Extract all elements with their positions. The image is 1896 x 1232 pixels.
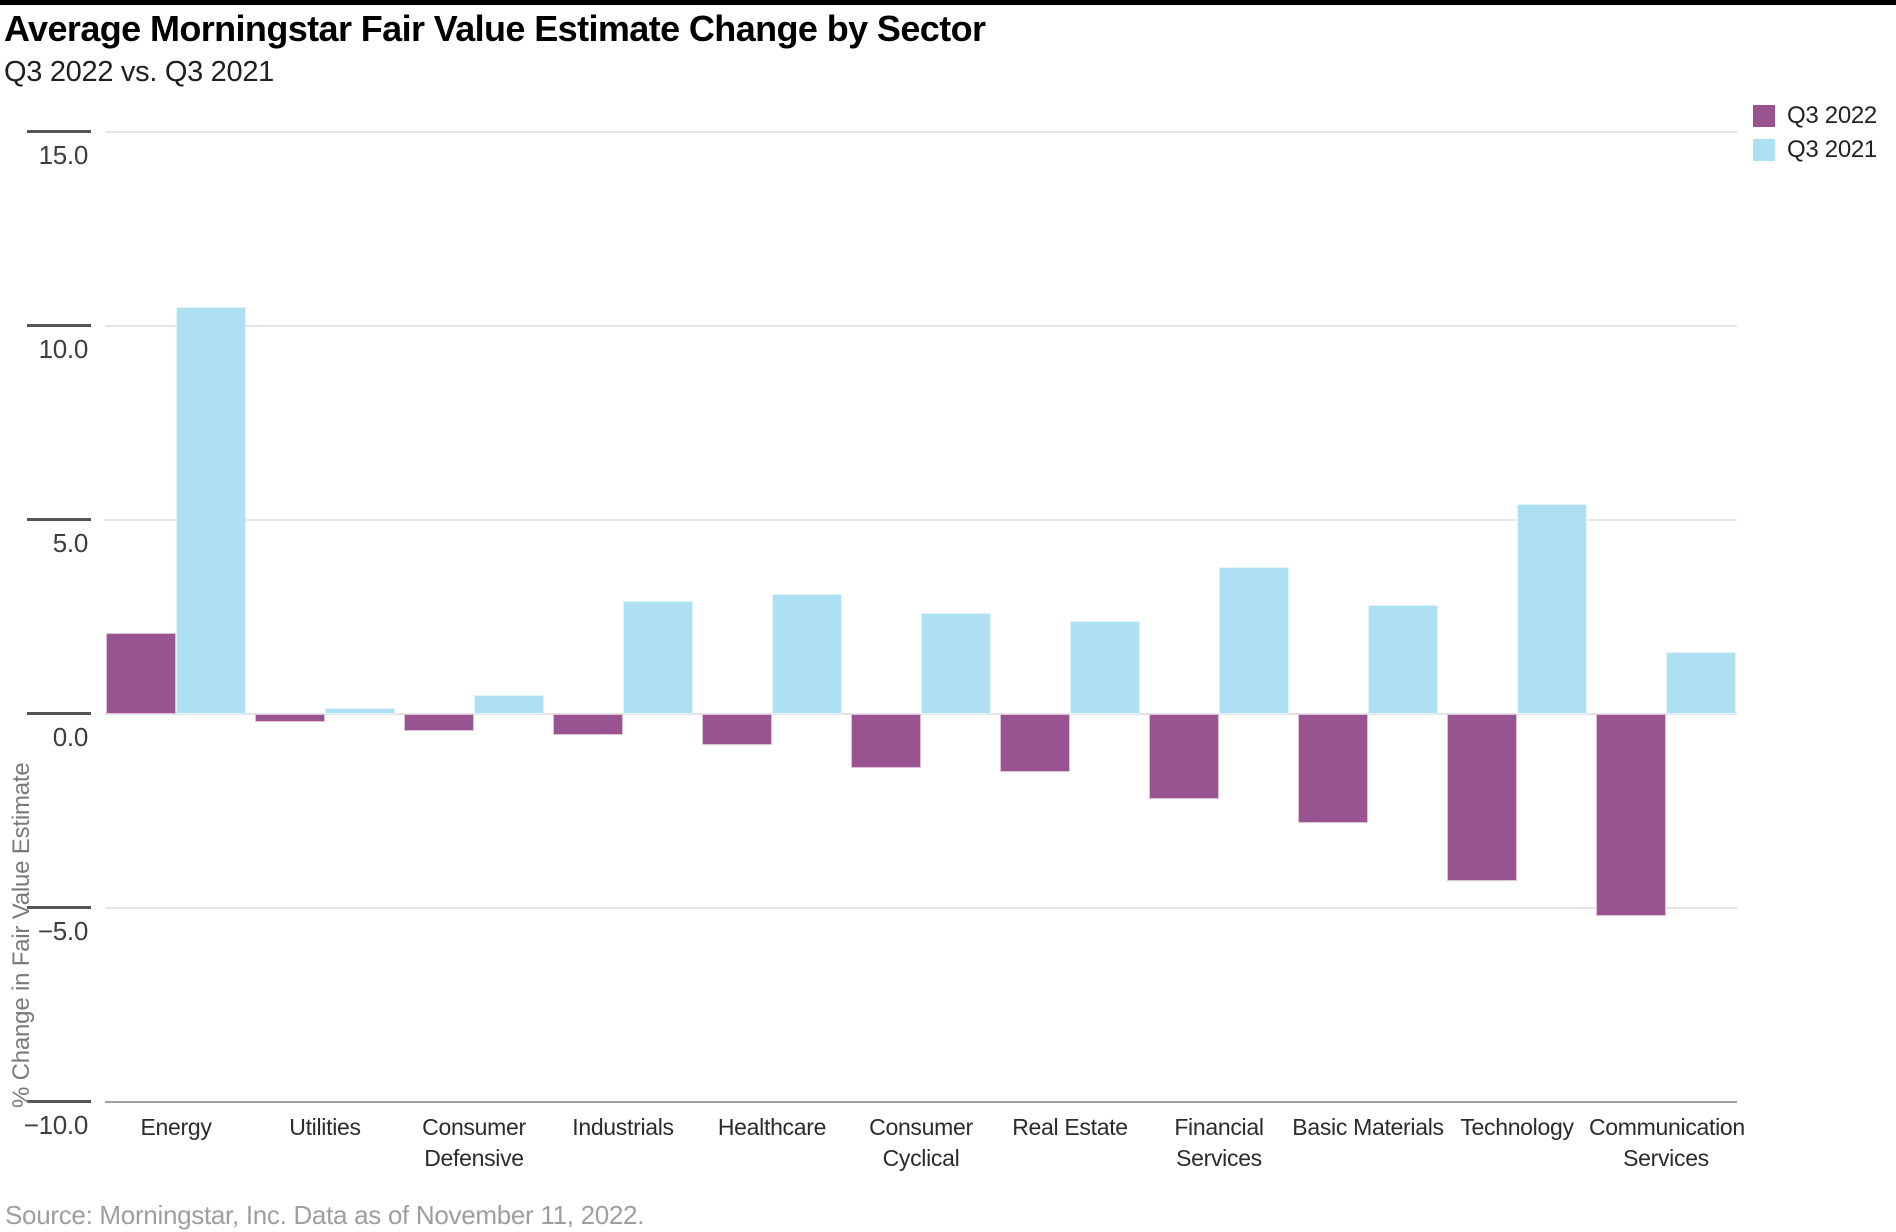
- x-axis-label-basic-materials: Basic Materials: [1292, 1114, 1444, 1140]
- bar-q3-2022-energy: [106, 632, 176, 714]
- gridline-10.0: [105, 325, 1737, 327]
- gridline-0.0: [105, 713, 1737, 715]
- bar-q3-2021-healthcare: [772, 593, 842, 714]
- y-tick-label: 0.0: [52, 722, 89, 752]
- bar-q3-2021-industrials: [623, 601, 693, 714]
- x-axis-label-healthcare: Healthcare: [717, 1114, 827, 1140]
- chart-subtitle: Q3 2022 vs. Q3 2021: [4, 56, 274, 88]
- gridline-15.0: [105, 131, 1737, 133]
- y-tick-label: 5.0: [52, 528, 89, 558]
- x-axis-label-communication-services: Communication Services: [1589, 1114, 1745, 1171]
- y-tick-mark-15.0: [27, 130, 91, 133]
- bar-q3-2021-energy: [176, 306, 246, 714]
- y-tick-label: −5.0: [37, 916, 88, 946]
- bar-q3-2021-technology: [1517, 504, 1587, 714]
- legend-swatch-q3-2021: [1753, 139, 1775, 161]
- legend-item-q3-2022: Q3 2022: [1753, 102, 1877, 129]
- bar-q3-2021-utilities: [325, 708, 395, 714]
- y-axis-title: % Change in Fair Value Estimate: [8, 762, 35, 1108]
- bar-q3-2022-healthcare: [702, 714, 772, 746]
- y-tick-mark-minus-5.0: [27, 906, 91, 909]
- y-tick-label: −10.0: [23, 1110, 89, 1140]
- gridline-minus-10.0: [105, 1101, 1737, 1103]
- y-tick-label: 10.0: [38, 334, 89, 364]
- bar-q3-2022-real-estate: [1000, 714, 1070, 773]
- bar-q3-2022-financial-services: [1149, 714, 1219, 800]
- bar-q3-2021-real-estate: [1070, 620, 1140, 714]
- y-tick-mark-minus-10.0: [27, 1100, 91, 1103]
- bar-q3-2022-basic-materials: [1298, 714, 1368, 823]
- bar-q3-2022-industrials: [553, 714, 623, 736]
- gridline-minus-5.0: [105, 907, 1737, 909]
- legend-item-q3-2021: Q3 2021: [1753, 136, 1877, 163]
- bar-q3-2021-communication-services: [1666, 651, 1736, 714]
- legend-label-q3-2022: Q3 2022: [1787, 102, 1877, 129]
- bar-q3-2021-consumer-cyclical: [921, 613, 991, 714]
- legend: Q3 2022 Q3 2021: [1753, 102, 1877, 172]
- legend-swatch-q3-2022: [1753, 105, 1775, 127]
- y-tick-label: 15.0: [38, 140, 89, 170]
- x-axis-label-technology: Technology: [1460, 1114, 1574, 1140]
- x-axis-label-industrials: Industrials: [572, 1114, 674, 1140]
- x-axis-label-utilities: Utilities: [289, 1114, 361, 1140]
- bar-q3-2022-utilities: [255, 714, 325, 722]
- x-axis-label-consumer-defensive: Consumer Defensive: [422, 1114, 526, 1171]
- y-tick-mark-0.0: [27, 712, 91, 715]
- source-note: Source: Morningstar, Inc. Data as of Nov…: [5, 1200, 645, 1230]
- bar-q3-2021-consumer-defensive: [474, 694, 544, 714]
- chart-title: Average Morningstar Fair Value Estimate …: [4, 8, 986, 49]
- x-axis-label-consumer-cyclical: Consumer Cyclical: [869, 1114, 973, 1171]
- bar-q3-2022-technology: [1447, 714, 1517, 881]
- top-rule-divider: [0, 0, 1896, 5]
- x-axis-label-energy: Energy: [140, 1114, 212, 1140]
- legend-label-q3-2021: Q3 2021: [1787, 136, 1877, 163]
- x-axis-label-real-estate: Real Estate: [1012, 1114, 1128, 1140]
- y-tick-mark-5.0: [27, 518, 91, 521]
- gridline-5.0: [105, 519, 1737, 521]
- x-axis-label-financial-services: Financial Services: [1174, 1114, 1264, 1171]
- bar-q3-2022-consumer-cyclical: [851, 714, 921, 769]
- bar-q3-2022-communication-services: [1596, 714, 1666, 916]
- bar-q3-2021-financial-services: [1219, 566, 1289, 714]
- bar-q3-2022-consumer-defensive: [404, 714, 474, 732]
- bar-q3-2021-basic-materials: [1368, 605, 1438, 714]
- y-tick-mark-10.0: [27, 324, 91, 327]
